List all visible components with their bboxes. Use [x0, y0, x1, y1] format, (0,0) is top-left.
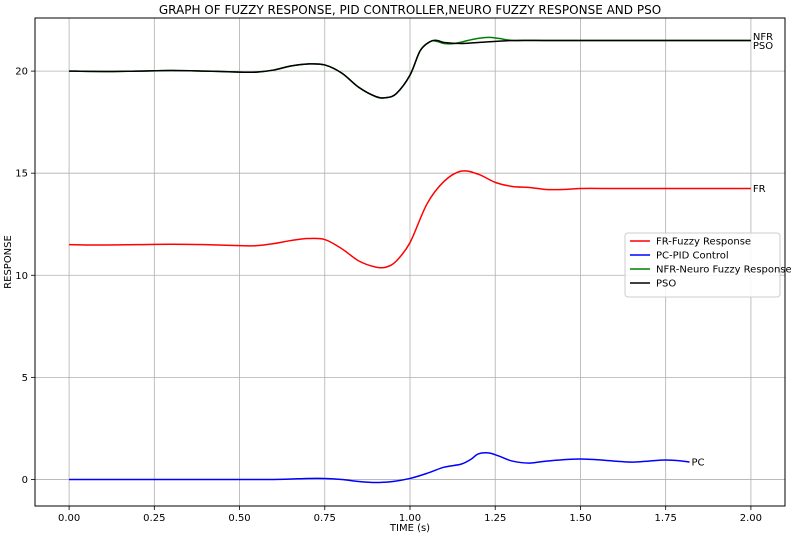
series-line-fr [69, 170, 751, 269]
legend: FR-Fuzzy Response PC-PID Control NFR-Neuro… [624, 232, 791, 298]
ticks: 0.00 0.25 0.50 0.75 1.00 1.25 1.50 1.75 2.00 0 5 10… [15, 67, 762, 524]
x-tick-label: 0.75 [314, 513, 336, 524]
y-tick-label: 15 [15, 169, 28, 180]
x-tick-label: 1.75 [655, 513, 677, 524]
series-layer [69, 36, 751, 484]
end-label-pso: PSO [753, 41, 773, 52]
legend-label: PC-PID Control [656, 251, 729, 262]
legend-box [624, 232, 781, 298]
x-tick-label: 1.25 [484, 513, 506, 524]
x-tick-label: 1.50 [569, 513, 591, 524]
y-tick-label: 5 [22, 373, 28, 384]
x-tick-label: 0.50 [228, 513, 250, 524]
grid [35, 18, 785, 506]
end-label-fr: FR [753, 184, 766, 195]
y-axis-title: RESPONSE [3, 235, 14, 289]
x-tick-label: 1.00 [399, 513, 421, 524]
legend-label: FR-Fuzzy Response [656, 237, 751, 248]
x-tick-label: 0.00 [58, 513, 80, 524]
y-tick-label: 20 [15, 67, 28, 78]
legend-label: PSO [656, 279, 676, 290]
legend-label: NFR-Neuro Fuzzy Response [656, 265, 791, 276]
x-tick-label: 2.00 [740, 513, 762, 524]
y-tick-label: 10 [15, 271, 28, 282]
chart-title: GRAPH OF FUZZY RESPONSE, PID CONTROLLER,… [159, 3, 661, 17]
y-tick-label: 0 [22, 475, 28, 486]
series-line-pc [69, 452, 690, 484]
x-tick-label: 0.25 [143, 513, 165, 524]
end-label-nfr: NFR [753, 32, 773, 43]
end-label-pc: PC [692, 458, 705, 469]
x-axis-title: TIME (s) [389, 523, 430, 534]
series-line-pso [69, 39, 751, 99]
